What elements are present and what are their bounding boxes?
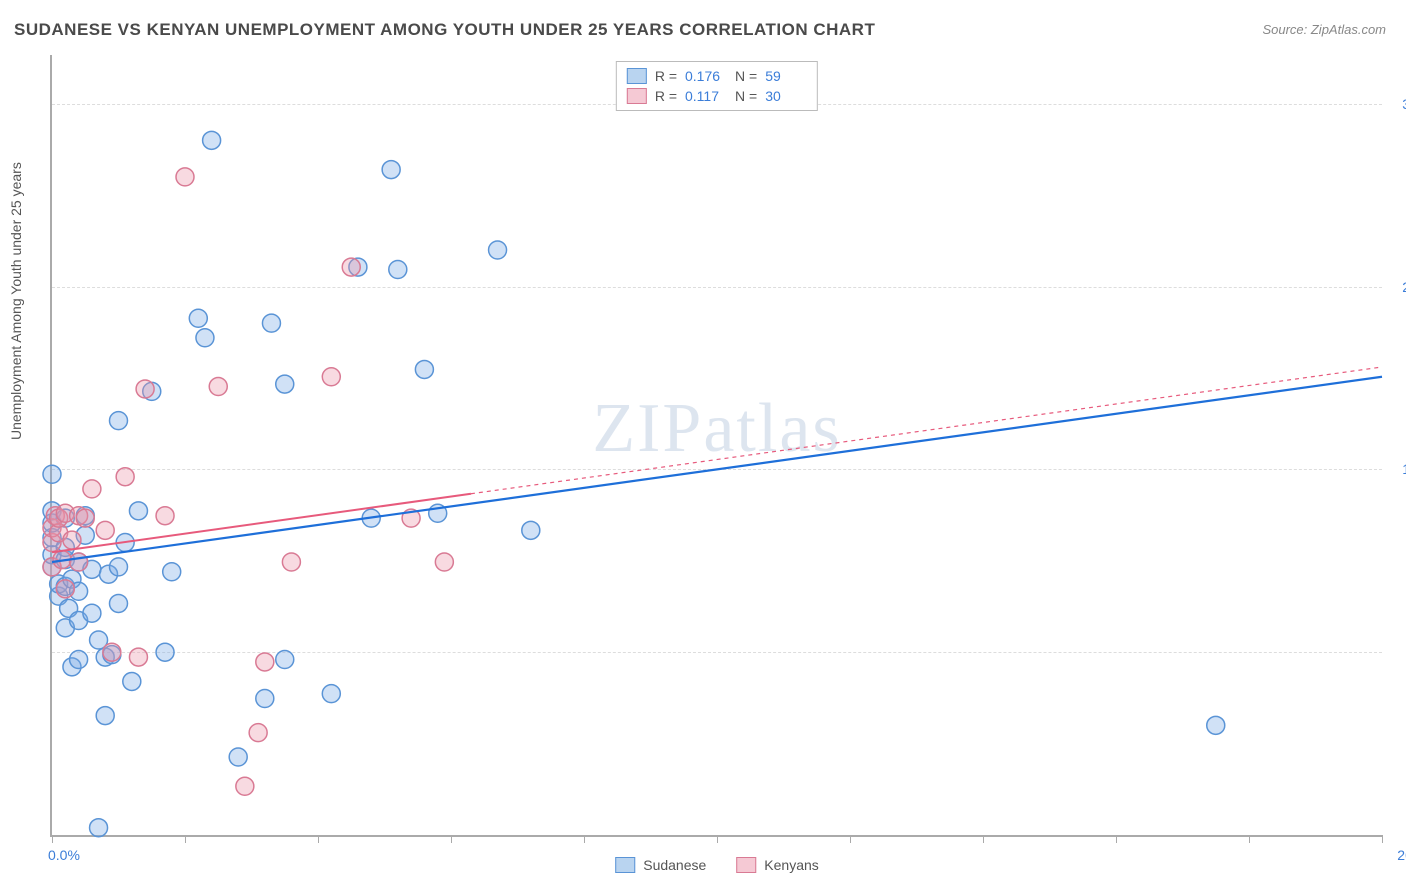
r-label: R =	[655, 88, 677, 104]
chart-plot-area: ZIPatlas R = 0.176 N = 59 R = 0.117 N = …	[50, 55, 1382, 837]
x-tick-label: 20.0%	[1397, 847, 1406, 863]
n-label: N =	[735, 68, 757, 84]
legend-item-sudanese: Sudanese	[615, 857, 706, 873]
n-value-kenyans: 30	[765, 88, 807, 104]
series-legend: Sudanese Kenyans	[615, 857, 819, 873]
legend-item-kenyans: Kenyans	[736, 857, 818, 873]
legend-label-kenyans: Kenyans	[764, 857, 818, 873]
legend-row-kenyans: R = 0.117 N = 30	[627, 86, 807, 106]
r-value-sudanese: 0.176	[685, 68, 727, 84]
n-value-sudanese: 59	[765, 68, 807, 84]
y-tick-label: 15.0%	[1402, 461, 1406, 477]
scatter-svg	[52, 55, 1382, 835]
r-value-kenyans: 0.117	[685, 88, 727, 104]
x-tick-label: 0.0%	[48, 847, 80, 863]
y-axis-label: Unemployment Among Youth under 25 years	[8, 162, 24, 440]
swatch-kenyans	[627, 88, 647, 104]
legend-label-sudanese: Sudanese	[643, 857, 706, 873]
y-tick-label: 30.0%	[1402, 96, 1406, 112]
r-label: R =	[655, 68, 677, 84]
swatch-sudanese	[627, 68, 647, 84]
y-tick-label: 22.5%	[1402, 279, 1406, 295]
correlation-legend: R = 0.176 N = 59 R = 0.117 N = 30	[616, 61, 818, 111]
n-label: N =	[735, 88, 757, 104]
legend-row-sudanese: R = 0.176 N = 59	[627, 66, 807, 86]
chart-title: SUDANESE VS KENYAN UNEMPLOYMENT AMONG YO…	[14, 20, 875, 40]
source-label: Source: ZipAtlas.com	[1262, 22, 1386, 37]
swatch-sudanese-bottom	[615, 857, 635, 873]
swatch-kenyans-bottom	[736, 857, 756, 873]
